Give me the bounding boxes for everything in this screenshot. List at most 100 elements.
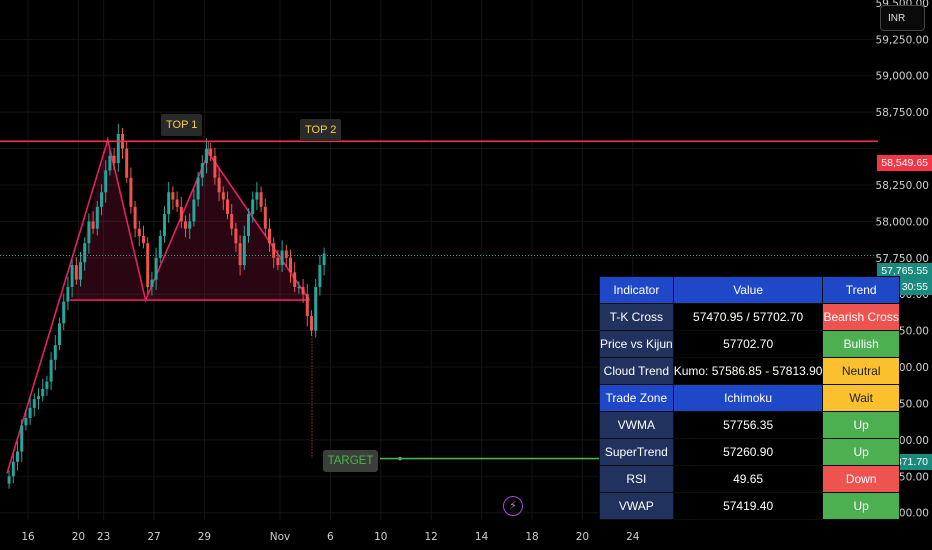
countdown-tag: 30:55 (897, 279, 932, 295)
table-row: Price vs Kijun 57702.70 Bullish (599, 330, 900, 358)
table-row: RSI 49.65 Down (599, 465, 900, 493)
candle-body (158, 235, 162, 258)
indicator-cell: Price vs Kijun (599, 330, 674, 358)
candle-body (171, 192, 175, 200)
candle-body (217, 177, 221, 193)
candle-body (163, 214, 166, 236)
candle-body (184, 221, 187, 229)
candle-body (175, 199, 179, 207)
candle-body (74, 265, 78, 280)
candle-body (259, 192, 263, 207)
candle-body (150, 279, 154, 287)
x-tick-label: 24 (626, 531, 640, 543)
candle-body (70, 265, 74, 287)
value-cell: Kumo: 57586.85 - 57813.90 (672, 357, 824, 385)
candle-body (95, 206, 99, 229)
candle-body (16, 451, 19, 462)
candle-body (255, 192, 259, 200)
candle-body (58, 323, 61, 346)
trend-cell: Neutral (822, 357, 900, 385)
table-header-row: Indicator Value Trend (599, 276, 900, 304)
candle-body (116, 134, 120, 164)
indicator-cell: Trade Zone (599, 384, 674, 412)
candle-body (188, 221, 192, 229)
header-trend: Trend (822, 276, 900, 304)
candle-body (200, 163, 204, 178)
candlestick-series (7, 123, 326, 489)
indicator-cell: VWMA (599, 411, 674, 439)
candle-body (142, 235, 145, 244)
candle-body (221, 192, 225, 200)
y-tick-label: 58,250.00 (876, 180, 929, 192)
candle-body (179, 206, 183, 222)
candle-body (7, 476, 11, 484)
table-row: VWMA 57756.35 Up (599, 411, 900, 439)
candle-body (154, 257, 158, 280)
indicator-cell: VWAP (599, 492, 674, 520)
x-tick-label: 29 (198, 531, 211, 543)
candle-body (62, 301, 66, 324)
candle-body (238, 243, 242, 266)
candle-body (79, 262, 82, 280)
table-row: Cloud Trend Kumo: 57586.85 - 57813.90 Neut… (599, 357, 900, 385)
trend-cell: Wait (822, 384, 900, 412)
candle-body (293, 272, 297, 287)
candle-body (284, 250, 288, 258)
current-price-tag: 57,765.55 (877, 263, 932, 279)
candle-body (146, 243, 150, 287)
y-tick-label: 58,750.00 (876, 107, 929, 119)
trend-cell: Bullish (822, 330, 900, 358)
x-axis: 16 20 23 27 29 Nov 6 10 12 14 18 20 24 (21, 531, 639, 543)
y-tick-label: 58,000.00 (876, 216, 929, 228)
candle-body (45, 381, 49, 389)
candle-body (66, 286, 70, 302)
indicator-cell: SuperTrend (599, 438, 674, 466)
indicator-cell: T-K Cross (599, 303, 674, 331)
candle-body (234, 228, 238, 244)
x-tick-label: 10 (374, 531, 387, 543)
trend-cell: Up (822, 411, 900, 439)
candle-body (167, 192, 171, 215)
x-tick-label: 23 (97, 531, 110, 543)
header-indicator: Indicator (599, 276, 674, 304)
target-label: TARGET (323, 450, 378, 472)
value-cell: 57419.40 (672, 492, 824, 520)
currency-button[interactable]: INR (880, 5, 925, 31)
header-value: Value (672, 276, 824, 304)
indicator-table: Indicator Value Trend T-K Cross 57470.95 … (599, 276, 900, 520)
candle-body (322, 253, 326, 266)
double-top-pattern (6, 136, 311, 474)
y-tick-label: 57,750.00 (876, 253, 929, 265)
chart-grid (0, 0, 878, 520)
trend-cell: Up (822, 492, 900, 520)
lightning-icon[interactable]: ⚡ (503, 496, 523, 516)
target-anchor (398, 456, 402, 461)
candle-body (213, 155, 217, 178)
candle-body (301, 286, 305, 295)
table-row: SuperTrend 57260.90 Up (599, 438, 900, 466)
x-tick-label: 20 (72, 531, 85, 543)
candle-body (310, 316, 313, 331)
candle-body (20, 425, 24, 452)
candle-body (137, 228, 141, 236)
trend-cell: Up (822, 438, 900, 466)
candle-body (192, 199, 196, 222)
candle-body (242, 235, 246, 266)
candle-body (297, 286, 301, 289)
x-tick-label: 12 (425, 531, 438, 543)
candle-body (280, 250, 284, 266)
top1-label: TOP 1 (161, 114, 203, 136)
resistance-price-tag: 58,549.65 (877, 155, 932, 171)
indicator-cell: Cloud Trend (599, 357, 674, 385)
table-row: T-K Cross 57470.95 / 57702.70 Bearish Cros… (599, 303, 900, 331)
trend-cell: Bearish Cross (822, 303, 900, 331)
candle-body (129, 177, 133, 207)
candle-body (276, 257, 280, 266)
top2-label: TOP 2 (300, 119, 342, 141)
pattern-zigzag (6, 136, 311, 474)
candle-body (41, 388, 45, 397)
trend-cell: Down (822, 465, 900, 493)
x-tick-label: 27 (147, 531, 160, 543)
table-row: Trade Zone Ichimoku Wait (599, 384, 900, 412)
candle-body (32, 399, 36, 408)
